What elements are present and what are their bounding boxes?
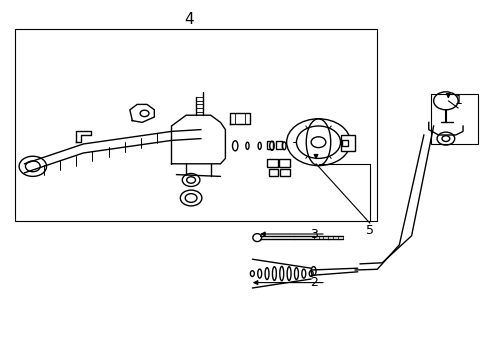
Text: 5: 5	[366, 224, 374, 237]
Bar	[431, 94, 478, 144]
Bar	[280, 169, 290, 176]
Bar	[15, 29, 377, 221]
Text: 2: 2	[310, 276, 318, 289]
Bar	[267, 141, 273, 149]
Bar	[267, 159, 278, 167]
Bar	[341, 135, 355, 151]
Bar	[279, 159, 290, 167]
Text: 3: 3	[310, 228, 318, 240]
Bar	[276, 141, 282, 149]
Text: 1: 1	[454, 94, 462, 107]
Text: 4: 4	[184, 12, 194, 27]
Bar	[342, 140, 348, 146]
Bar	[269, 169, 278, 176]
